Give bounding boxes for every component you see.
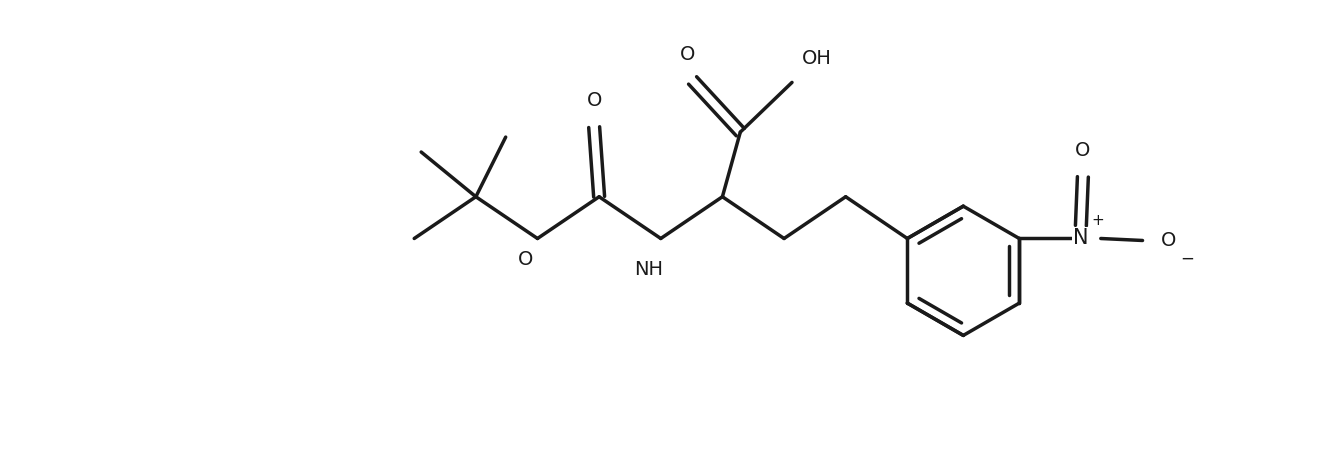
Text: NH: NH [634,260,664,279]
Text: O: O [680,45,695,63]
Text: OH: OH [802,49,832,68]
Text: O: O [1160,231,1176,250]
Text: O: O [1075,141,1090,160]
Text: +: + [1091,213,1105,228]
Text: N: N [1073,228,1089,248]
Text: O: O [586,91,602,110]
Text: O: O [517,250,534,269]
Text: −: − [1180,249,1195,268]
